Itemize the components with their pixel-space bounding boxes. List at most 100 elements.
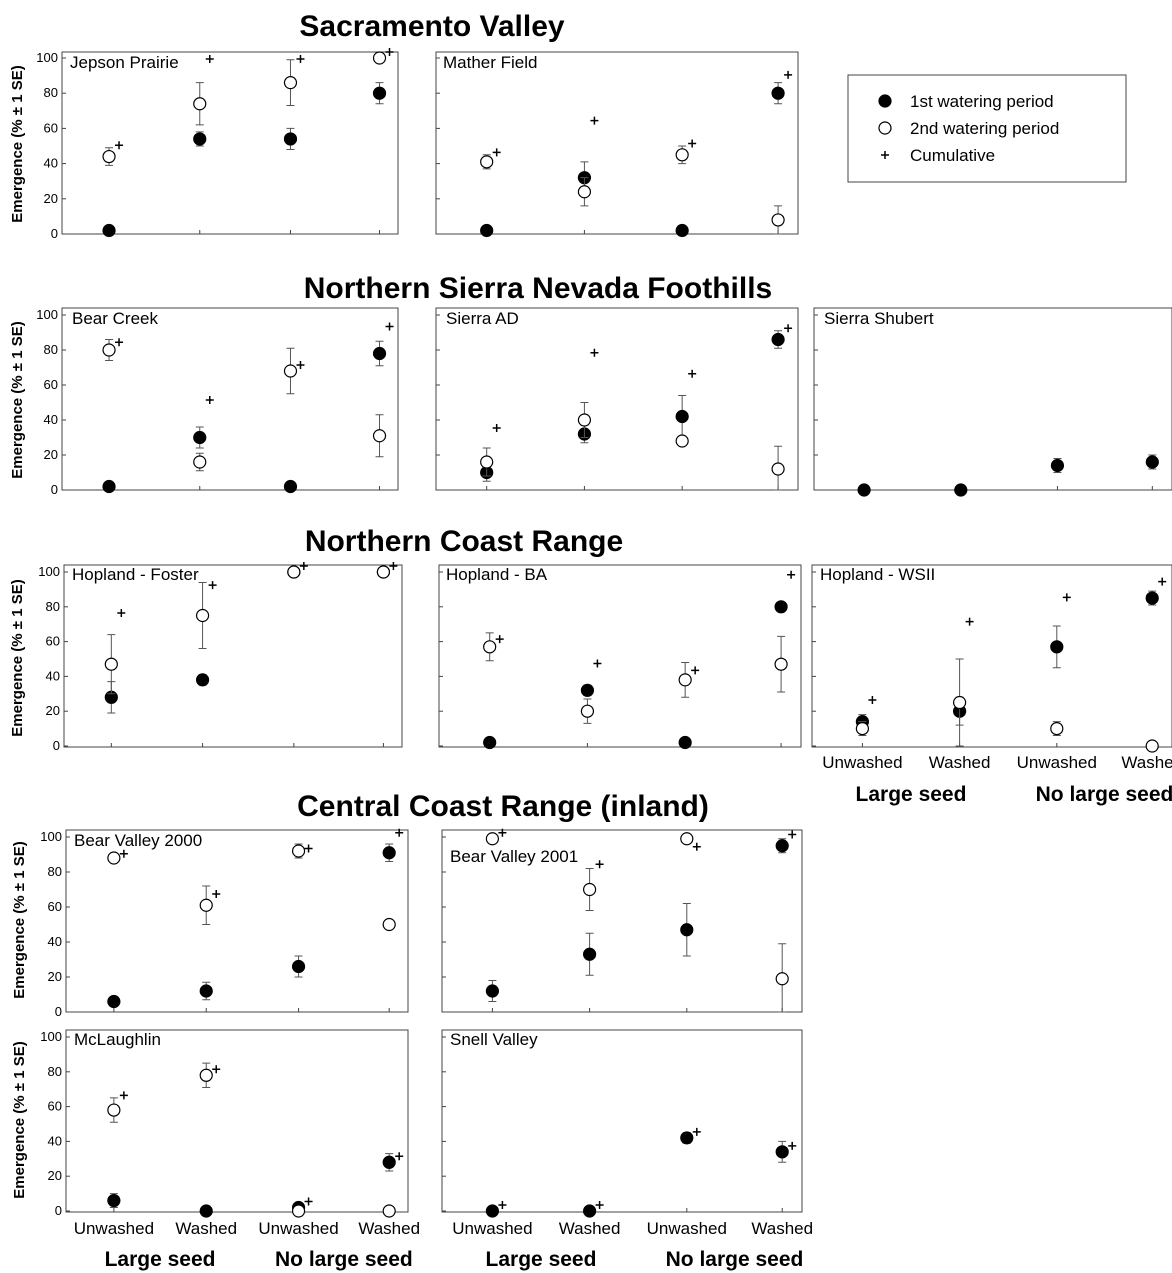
second-watering-point bbox=[774, 657, 788, 671]
cumulative-point bbox=[304, 844, 313, 853]
panel-frame bbox=[438, 564, 802, 748]
second-watering-point bbox=[580, 704, 595, 718]
group-label: Large seed bbox=[856, 783, 967, 806]
first-watering-point bbox=[771, 86, 785, 100]
y-tick-label: 100 bbox=[40, 829, 62, 844]
second-watering-point bbox=[675, 434, 689, 448]
first-watering-point bbox=[582, 947, 597, 961]
second-watering-point bbox=[193, 455, 207, 469]
second-watering-point bbox=[376, 565, 391, 579]
panel: Hopland - BA bbox=[438, 564, 802, 750]
first-watering-point bbox=[954, 483, 968, 497]
y-tick-label: 20 bbox=[44, 191, 58, 206]
group-label: No large seed bbox=[666, 1248, 804, 1271]
first-watering-point bbox=[580, 683, 595, 697]
cumulative-point bbox=[1062, 593, 1071, 602]
y-tick-label: 60 bbox=[44, 377, 58, 392]
second-watering-point bbox=[771, 213, 785, 227]
second-watering-point bbox=[372, 51, 387, 65]
second-watering-point bbox=[283, 364, 298, 378]
panel-name: Hopland - WSII bbox=[820, 565, 935, 584]
y-tick-label: 0 bbox=[55, 1203, 62, 1218]
second-watering-point bbox=[199, 898, 213, 912]
panel: 0 20 40 60 80 100 Bear Creek bbox=[36, 307, 399, 497]
first-watering-point bbox=[382, 846, 396, 860]
y-axis-label: Emergence (% ± 1 SE) bbox=[11, 1041, 28, 1198]
second-watering-point bbox=[680, 832, 694, 846]
cumulative-point bbox=[115, 141, 124, 150]
cumulative-point bbox=[498, 1201, 507, 1209]
y-tick-label: 20 bbox=[48, 1168, 62, 1183]
y-tick-label: 40 bbox=[48, 934, 62, 949]
cumulative-point bbox=[495, 635, 504, 644]
second-watering-point bbox=[193, 97, 207, 111]
second-watering-point bbox=[102, 149, 116, 164]
region-title: Central Coast Range (inland) bbox=[297, 790, 709, 823]
second-watering-point bbox=[675, 148, 689, 162]
y-tick-label: 20 bbox=[48, 969, 62, 984]
second-watering-point bbox=[480, 155, 494, 169]
first-watering-point bbox=[107, 1193, 121, 1208]
category-label: Washed bbox=[751, 1219, 813, 1238]
legend-plus-marker bbox=[881, 151, 889, 159]
panel-frame bbox=[61, 307, 399, 491]
second-watering-point bbox=[1050, 721, 1064, 736]
first-watering-point bbox=[857, 483, 871, 497]
second-watering-point bbox=[952, 695, 967, 710]
legend-label: Cumulative bbox=[910, 146, 995, 165]
second-watering-point bbox=[771, 462, 785, 476]
first-watering-point bbox=[107, 994, 121, 1009]
panel-name: Sierra AD bbox=[446, 309, 519, 328]
region-title: Northern Sierra Nevada Foothills bbox=[304, 272, 772, 305]
cumulative-point bbox=[788, 1141, 797, 1150]
second-watering-point bbox=[283, 76, 298, 90]
second-watering-point bbox=[577, 413, 592, 427]
cumulative-point bbox=[590, 116, 599, 125]
first-watering-point bbox=[1050, 640, 1064, 654]
panel-name: Bear Valley 2001 bbox=[450, 847, 578, 866]
y-tick-label: 40 bbox=[44, 412, 58, 427]
cumulative-point bbox=[119, 849, 128, 858]
second-watering-point bbox=[382, 1204, 396, 1218]
cumulative-point bbox=[492, 424, 501, 432]
panel-name: Hopland - BA bbox=[446, 565, 548, 584]
first-watering-point bbox=[195, 673, 210, 687]
panel-frame bbox=[441, 829, 803, 1013]
second-watering-point bbox=[372, 429, 387, 443]
cumulative-point bbox=[296, 361, 305, 369]
cumulative-point bbox=[965, 617, 974, 626]
y-tick-label: 100 bbox=[40, 1029, 62, 1044]
y-tick-label: 80 bbox=[44, 85, 58, 100]
first-watering-point bbox=[675, 409, 689, 424]
cumulative-point bbox=[691, 666, 700, 675]
first-watering-point bbox=[382, 1155, 396, 1169]
first-watering-point bbox=[774, 600, 788, 614]
cumulative-point bbox=[304, 1197, 313, 1206]
y-tick-label: 40 bbox=[46, 668, 60, 683]
category-label: Washed bbox=[929, 753, 991, 772]
second-watering-point bbox=[104, 657, 118, 671]
y-tick-label: 0 bbox=[53, 738, 60, 753]
category-label: Unwashed bbox=[74, 1219, 154, 1238]
y-tick-label: 60 bbox=[48, 1099, 62, 1114]
legend-box bbox=[847, 74, 1127, 183]
panel: 0 20 40 60 80 100 Jepson Prairie bbox=[36, 48, 399, 241]
cumulative-point bbox=[784, 70, 793, 79]
cumulative-point bbox=[385, 48, 394, 56]
y-tick-label: 100 bbox=[36, 50, 58, 65]
category-label: Washed bbox=[175, 1219, 237, 1238]
group-label: No large seed bbox=[275, 1248, 413, 1271]
panel-frame bbox=[63, 564, 403, 748]
second-watering-point bbox=[195, 608, 210, 623]
second-watering-point bbox=[102, 343, 116, 357]
panel-frame bbox=[435, 51, 799, 235]
legend-open-marker bbox=[878, 121, 892, 135]
y-tick-label: 0 bbox=[55, 1004, 62, 1019]
category-label: Unwashed bbox=[452, 1219, 532, 1238]
panel: 0 20 40 60 80 100 McLaughlin bbox=[40, 1029, 409, 1218]
y-tick-label: 20 bbox=[46, 703, 60, 718]
panel-name: McLaughlin bbox=[74, 1030, 161, 1049]
panel-frame bbox=[61, 51, 399, 235]
y-tick-label: 60 bbox=[44, 120, 58, 135]
second-watering-point bbox=[382, 917, 396, 932]
